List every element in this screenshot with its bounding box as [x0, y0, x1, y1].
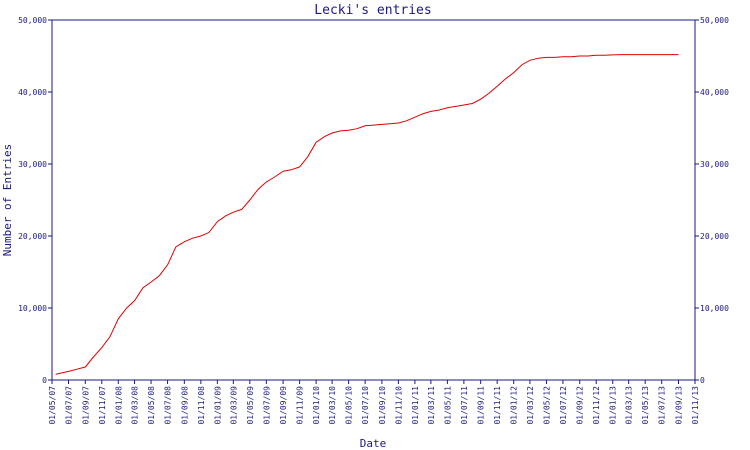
y-axis-label: Number of Entries [1, 144, 14, 257]
x-tick-label: 01/03/10 [328, 386, 337, 425]
x-tick-label: 01/01/08 [114, 386, 123, 425]
x-tick-label: 01/03/13 [625, 386, 634, 425]
y-tick-label-left: 0 [42, 376, 47, 385]
x-tick-label: 01/09/10 [378, 386, 387, 425]
plot-frame [51, 19, 696, 381]
x-tick-label: 01/09/09 [279, 386, 288, 425]
y-tick-label-left: 20,000 [18, 232, 47, 241]
x-tick-label: 01/11/09 [296, 386, 305, 425]
x-tick-label: 01/07/12 [559, 386, 568, 425]
x-tick-label: 01/05/08 [147, 386, 156, 425]
y-tick-label-right: 20,000 [700, 232, 729, 241]
y-tick-label-left: 10,000 [18, 304, 47, 313]
x-tick-label: 01/05/09 [246, 386, 255, 425]
y-tick-label-left: 40,000 [18, 88, 47, 97]
x-tick-label: 01/09/11 [477, 386, 486, 425]
x-tick-label: 01/07/11 [460, 386, 469, 425]
x-tick-label: 01/11/10 [394, 386, 403, 425]
x-tick-label: 01/01/13 [609, 386, 618, 425]
x-tick-label: 01/11/12 [592, 386, 601, 425]
x-tick-label: 01/07/08 [164, 386, 173, 425]
y-tick-label-right: 30,000 [700, 160, 729, 169]
y-tick-label-right: 0 [700, 376, 705, 385]
x-tick-label: 01/01/10 [312, 386, 321, 425]
y-axis-right: 0 10,000 20,000 30,000 40,000 50,000 [695, 16, 729, 385]
x-tick-label: 01/01/12 [510, 386, 519, 425]
x-axis: 01/05/07 01/07/07 01/09/07 01/11/07 01/01/08… [48, 380, 700, 425]
x-tick-label: 01/03/08 [131, 386, 140, 425]
y-tick-label-right: 50,000 [700, 16, 729, 25]
x-tick-label: 01/01/11 [411, 386, 420, 425]
y-axis-left: 0 10,000 20,000 30,000 40,000 50,000 [18, 16, 52, 385]
x-tick-label: 01/09/07 [81, 386, 90, 425]
x-tick-label: 01/05/10 [345, 386, 354, 425]
y-tick-label-right: 10,000 [700, 304, 729, 313]
chart-title: Lecki's entries [314, 3, 431, 18]
plot-border [51, 19, 696, 381]
series-group [55, 54, 679, 375]
x-tick-label: 01/11/08 [197, 386, 206, 425]
x-tick-label: 01/05/07 [48, 386, 57, 425]
x-tick-label: 01/11/11 [493, 386, 502, 425]
x-tick-label: 01/07/09 [262, 386, 271, 425]
x-tick-label: 01/01/09 [213, 386, 222, 425]
x-tick-label: 01/07/07 [65, 386, 74, 425]
x-tick-label: 01/07/10 [361, 386, 370, 425]
x-tick-label: 01/03/09 [229, 386, 238, 425]
y-tick-label-left: 50,000 [18, 16, 47, 25]
x-tick-label: 01/09/08 [180, 386, 189, 425]
x-tick-label: 01/03/12 [526, 386, 535, 425]
x-tick-label: 01/09/13 [674, 386, 683, 425]
x-tick-label: 01/11/13 [691, 386, 700, 425]
series-line [55, 54, 679, 375]
x-tick-label: 01/07/13 [658, 386, 667, 425]
x-tick-label: 01/11/07 [98, 386, 107, 425]
x-tick-label: 01/05/12 [542, 386, 551, 425]
x-tick-label: 01/05/11 [443, 386, 452, 425]
y-tick-label-right: 40,000 [700, 88, 729, 97]
x-tick-label: 01/03/11 [427, 386, 436, 425]
x-tick-label: 01/05/13 [641, 386, 650, 425]
x-axis-label: Date [360, 437, 387, 450]
y-tick-label-left: 30,000 [18, 160, 47, 169]
x-tick-label: 01/09/12 [576, 386, 585, 425]
